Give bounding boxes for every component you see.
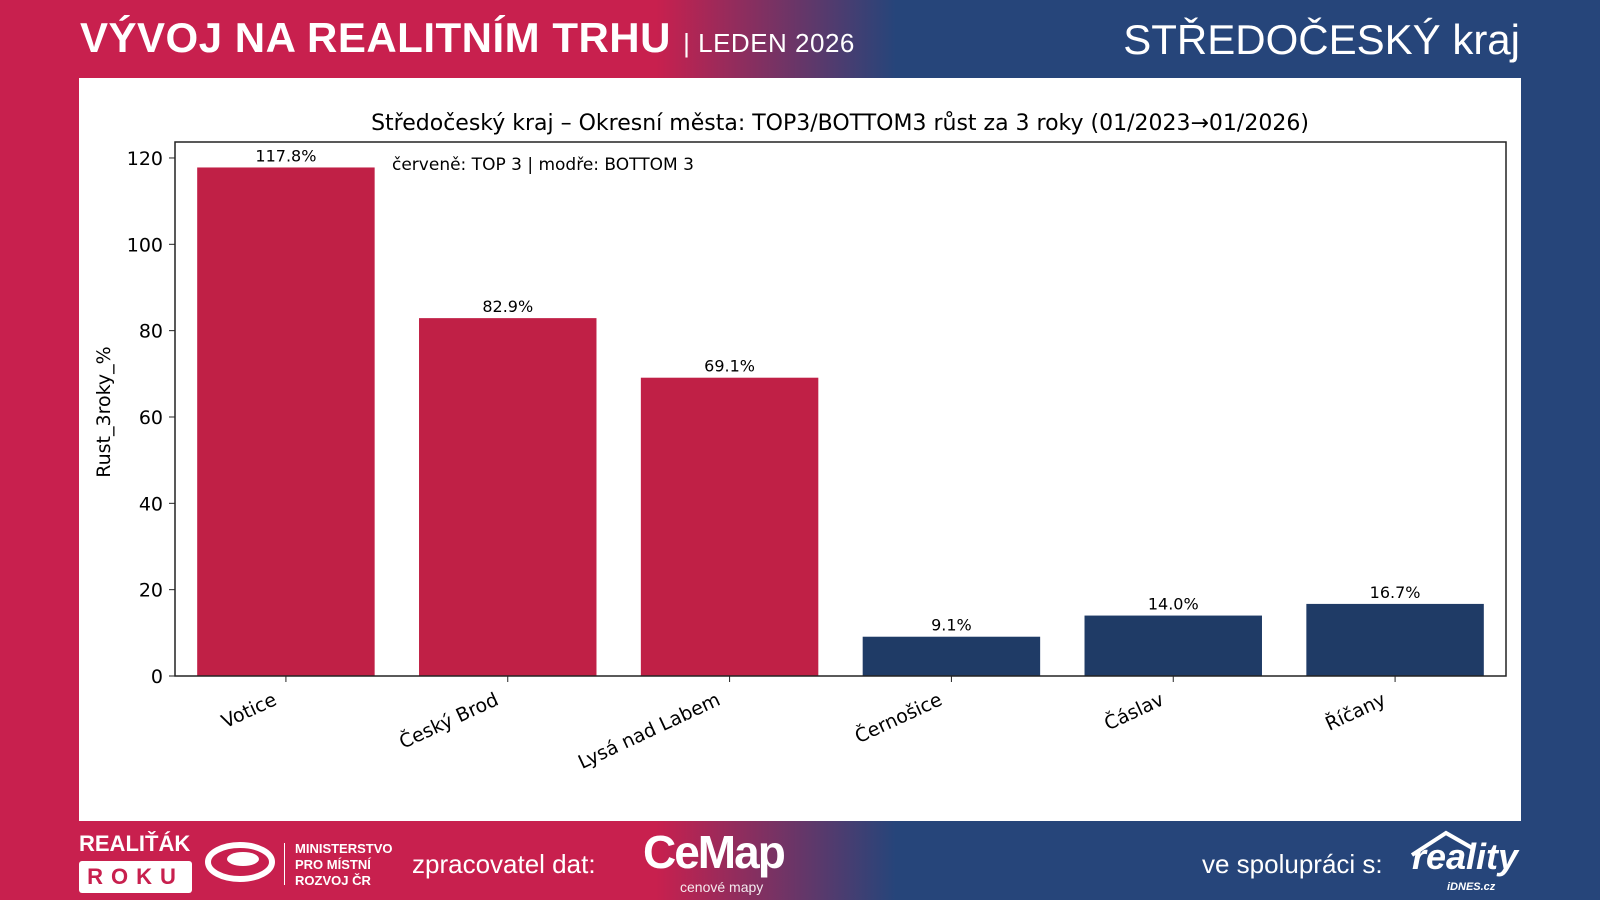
y-tick-label: 0	[151, 666, 163, 688]
chart-annotation: červeně: TOP 3 | modře: BOTTOM 3	[392, 155, 694, 175]
cemap-logo: CeMap	[643, 826, 786, 878]
header-region: STŘEDOČESKÝ kraj	[1123, 16, 1520, 63]
x-tick-label: Votice	[218, 689, 280, 733]
y-tick-label: 40	[139, 493, 163, 515]
house-icon	[1410, 830, 1475, 857]
bar-value-label: 9.1%	[931, 616, 972, 635]
y-tick-label: 20	[139, 580, 163, 602]
ministry-line: ROZVOJ ČR	[295, 873, 371, 888]
footer: REALIŤÁK ROKU MINISTERSTVO PRO MÍSTNÍ RO…	[0, 821, 1600, 900]
x-tick-label: Lysá nad Labem	[575, 689, 724, 774]
cooperation-label: ve spolupráci s:	[1202, 849, 1383, 879]
bar	[862, 636, 1041, 676]
bar-value-label: 69.1%	[704, 357, 755, 376]
bar-value-label: 14.0%	[1148, 595, 1199, 614]
bar	[1306, 603, 1484, 676]
bar	[197, 167, 375, 677]
y-tick-label: 60	[139, 407, 163, 429]
bar-value-label: 117.8%	[255, 146, 316, 165]
ministry-line: MINISTERSTVO	[295, 841, 393, 856]
bar-value-label: 16.7%	[1370, 583, 1421, 602]
y-tick-label: 120	[127, 148, 163, 170]
axes-frame	[174, 141, 1507, 677]
chart-title: Středočeský kraj – Okresní města: TOP3/B…	[371, 111, 1309, 136]
y-axis-label: Rust_3roky_%	[93, 346, 115, 477]
x-tick-label: Říčany	[1322, 688, 1390, 736]
bar	[1084, 615, 1262, 676]
processor-label: zpracovatel dat:	[412, 849, 596, 879]
roku-logo: ROKU	[79, 861, 192, 893]
x-tick-label: Čáslav	[1100, 687, 1167, 735]
idnes-logo: iDNES.cz	[1447, 881, 1496, 893]
y-tick-label: 80	[139, 321, 163, 343]
realitak-logo: REALIŤÁK	[79, 831, 191, 856]
header-title-text: VÝVOJ NA REALITNÍM TRHU	[80, 14, 671, 61]
ministry-emblem-icon	[205, 842, 275, 882]
cemap-subtitle: cenové mapy	[680, 879, 764, 895]
header-subtitle: | LEDEN 2026	[683, 28, 855, 58]
y-tick-label: 100	[127, 234, 163, 256]
ministry-logo-text: MINISTERSTVO PRO MÍSTNÍ ROZVOJ ČR	[295, 841, 393, 889]
reality-logo: reality	[1412, 836, 1519, 877]
logo-divider	[284, 843, 285, 885]
bar	[640, 377, 819, 676]
x-tick-label: Český Brod	[395, 687, 502, 754]
header-title: VÝVOJ NA REALITNÍM TRHU | LEDEN 2026	[80, 14, 855, 62]
bar-value-label: 82.9%	[482, 297, 533, 316]
bar	[419, 318, 597, 676]
ministry-line: PRO MÍSTNÍ	[295, 857, 371, 872]
x-tick-label: Černošice	[851, 687, 946, 748]
